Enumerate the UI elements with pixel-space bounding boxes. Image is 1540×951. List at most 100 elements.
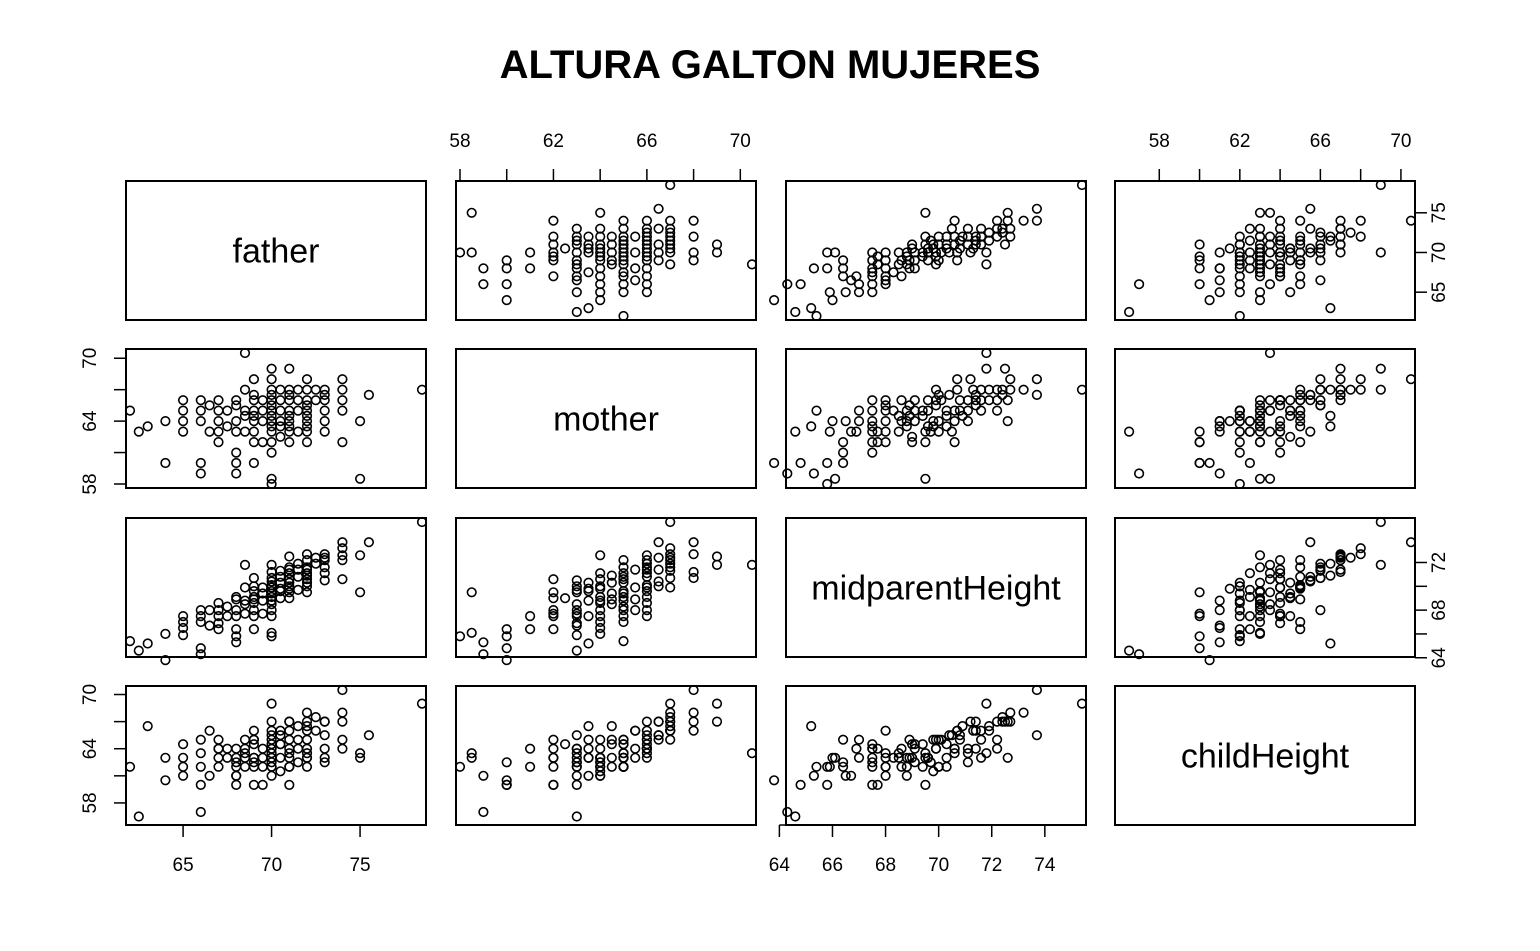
data-point <box>1244 426 1255 437</box>
data-point <box>301 400 313 411</box>
data-point <box>178 610 189 622</box>
data-point <box>178 616 189 628</box>
data-point <box>319 716 330 727</box>
data-point <box>606 752 617 763</box>
data-point <box>571 581 582 592</box>
data-point <box>319 568 330 579</box>
data-point <box>618 251 629 262</box>
data-point <box>901 405 912 416</box>
data-point <box>641 568 653 579</box>
data-point <box>293 757 304 768</box>
data-point <box>1264 347 1276 359</box>
data-point <box>1274 395 1286 406</box>
data-point <box>239 599 251 610</box>
data-point <box>478 263 489 274</box>
data-point <box>275 431 286 442</box>
data-point <box>790 811 801 822</box>
data-point <box>909 743 920 754</box>
data-point <box>231 770 242 781</box>
data-point <box>1285 610 1296 622</box>
data-point <box>559 593 571 604</box>
data-point <box>239 559 251 571</box>
data-point <box>239 748 251 759</box>
data-point <box>257 437 268 448</box>
data-point <box>922 395 934 406</box>
data-point <box>811 405 822 416</box>
data-point <box>688 572 699 584</box>
data-point <box>571 629 582 641</box>
data-point <box>583 734 594 745</box>
data-point <box>808 263 820 274</box>
data-point <box>1234 629 1245 641</box>
data-point <box>310 384 321 395</box>
data-point <box>257 395 268 406</box>
data-point <box>981 347 992 359</box>
panel-midparentHeight-vs-mother <box>785 348 1087 489</box>
data-point <box>231 395 242 406</box>
data-point <box>840 416 851 427</box>
data-point <box>204 770 215 781</box>
data-point <box>571 575 582 586</box>
panel-mother-vs-father <box>455 180 757 321</box>
data-point <box>416 516 428 528</box>
right-axis-tick-label: 72 <box>1429 552 1450 573</box>
data-point <box>195 416 206 427</box>
data-point <box>665 565 676 576</box>
data-point <box>548 734 559 745</box>
data-point <box>1295 616 1306 628</box>
data-point <box>583 610 594 622</box>
data-point <box>965 716 976 727</box>
data-point <box>1002 752 1013 763</box>
data-point <box>1244 235 1255 246</box>
data-point <box>1254 473 1266 484</box>
data-point <box>688 215 699 226</box>
data-point <box>284 568 295 579</box>
data-point <box>880 405 891 416</box>
data-point <box>688 707 699 718</box>
data-point <box>248 725 259 736</box>
data-point <box>941 405 952 416</box>
top-axis-tick-label: 70 <box>730 131 751 152</box>
data-point <box>337 554 348 566</box>
data-point <box>310 395 321 406</box>
top-axis-tick-label: 58 <box>1149 131 1170 152</box>
data-point <box>1254 599 1266 610</box>
data-point <box>630 247 641 258</box>
data-point <box>213 597 224 609</box>
data-point <box>548 271 559 282</box>
data-point <box>595 622 606 634</box>
data-point <box>688 255 699 266</box>
data-point <box>641 554 653 566</box>
data-point <box>416 698 428 709</box>
data-point <box>583 303 594 314</box>
data-point <box>195 604 206 616</box>
data-point <box>178 426 189 437</box>
data-point <box>688 549 699 560</box>
data-point <box>160 628 171 640</box>
data-point <box>248 389 259 401</box>
data-point <box>665 549 676 560</box>
data-point <box>266 716 277 727</box>
data-point <box>920 437 931 448</box>
data-point <box>851 271 862 282</box>
data-point <box>1335 564 1346 575</box>
data-point <box>222 610 233 622</box>
data-point <box>231 594 242 605</box>
data-point <box>917 251 928 262</box>
data-point <box>665 572 676 584</box>
data-point <box>222 743 233 754</box>
data-point <box>618 635 629 647</box>
data-point <box>630 564 641 575</box>
data-point <box>1254 426 1266 437</box>
data-point <box>501 263 512 274</box>
data-point <box>363 730 375 741</box>
data-point <box>231 416 242 427</box>
data-point <box>178 395 189 406</box>
data-point <box>933 255 944 266</box>
data-point <box>1285 247 1296 258</box>
data-point <box>1214 604 1225 616</box>
data-point <box>571 235 582 246</box>
data-point <box>595 770 606 781</box>
data-point <box>746 559 758 571</box>
data-point <box>1315 227 1326 238</box>
